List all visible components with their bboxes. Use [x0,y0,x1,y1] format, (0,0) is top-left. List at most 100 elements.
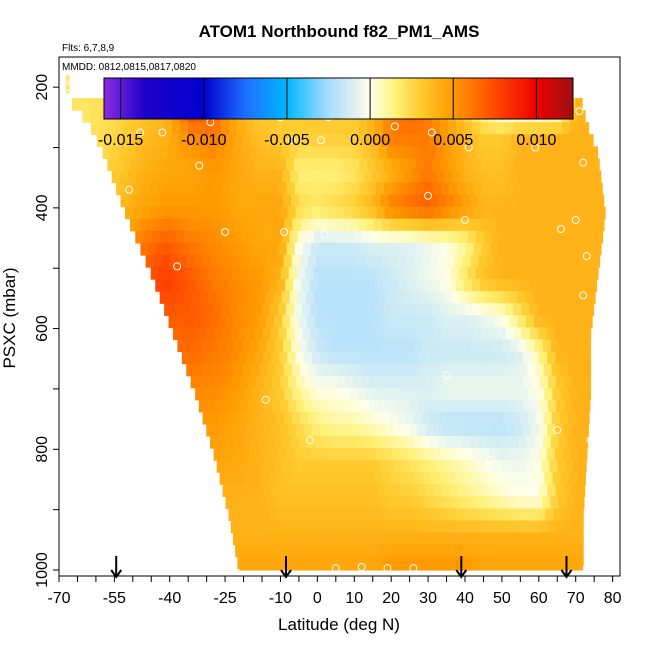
heatmap-cell [529,556,539,570]
heatmap-cell [306,496,316,510]
heatmap-cell [562,327,572,341]
heatmap-cell [364,411,374,425]
heatmap-cell [328,423,337,437]
heatmap-cell [425,351,435,365]
heatmap-cell [472,508,481,522]
heatmap-cell [380,194,390,208]
heatmap-cell [215,399,224,413]
heatmap-cell [582,170,592,184]
heatmap-cell [344,484,354,497]
heatmap-cell [150,267,160,280]
heatmap-cell [280,375,289,389]
heatmap-cell [573,230,583,244]
heatmap-cell [528,387,537,401]
heatmap-cell [552,218,562,232]
heatmap-cell [393,423,402,437]
heatmap-cell [469,496,478,510]
heatmap-cell [175,146,185,159]
heatmap-cell [305,267,314,280]
heatmap-cell [322,496,332,510]
heatmap-cell [260,279,270,292]
heatmap-cell [180,158,190,172]
heatmap-cell [189,351,199,365]
heatmap-cell [285,158,295,172]
heatmap-cell [364,194,373,208]
heatmap-cell [409,423,418,437]
heatmap-cell [173,206,183,220]
heatmap-cell [554,242,564,256]
heatmap-cell [221,242,231,256]
heatmap-cell [168,170,178,184]
heatmap-cell [588,399,591,413]
heatmap-cell [484,230,494,244]
heatmap-cell [313,291,323,304]
heatmap-cell [461,435,471,449]
heatmap-cell [498,484,508,497]
heatmap-cell [381,254,390,268]
heatmap-cell [299,134,309,147]
heatmap-cell [432,303,441,316]
heatmap-cell [190,375,200,389]
heatmap-cell [299,339,308,353]
heatmap-cell [300,544,309,558]
heatmap-cell [226,254,236,268]
heatmap-cell [346,146,356,159]
heatmap-cell [511,387,521,401]
heatmap-cell [390,279,400,292]
heatmap-cell [541,532,551,546]
heatmap-cell [473,182,483,196]
heatmap-cell [487,387,497,401]
heatmap-cell [505,448,515,461]
heatmap-cell [370,146,380,159]
heatmap-cell [212,279,221,292]
heatmap-cell [303,423,313,437]
heatmap-cell [198,206,207,220]
heatmap-cell [530,448,540,461]
heatmap-cell [234,254,244,268]
heatmap-cell [513,303,522,316]
heatmap-cell [450,399,460,413]
heatmap-cell [470,134,480,147]
heatmap-cell [588,375,592,389]
sample-point [320,231,329,240]
heatmap-cell [378,230,388,244]
heatmap-cell [259,134,268,147]
heatmap-cell [307,435,317,449]
heatmap-cell [570,448,580,461]
heatmap-cell [452,496,462,510]
heatmap-cell [410,267,420,280]
heatmap-cell [477,194,487,208]
heatmap-cell [443,291,453,304]
heatmap-cell [236,508,246,522]
heatmap-cell [170,218,180,232]
heatmap-cell [282,194,292,208]
heatmap-cell [181,351,191,365]
heatmap-cell [477,315,486,328]
heatmap-cell [490,520,500,534]
heatmap-cell [576,363,585,377]
heatmap-cell [265,146,274,159]
heatmap-cell [458,484,467,497]
heatmap-cell [529,303,539,316]
heatmap-cell [302,158,311,172]
heatmap-cell [263,375,273,389]
heatmap-cell [478,544,488,558]
heatmap-cell [546,242,556,256]
heatmap-cell [263,520,272,534]
heatmap-cell [444,532,453,546]
heatmap-cell [257,532,267,546]
heatmap-cell [505,182,515,196]
heatmap-cell [218,254,228,268]
heatmap-cell [320,568,330,571]
heatmap-cell [480,158,490,172]
heatmap-cell [328,520,337,534]
heatmap-cell [318,556,328,570]
heatmap-cell [246,327,255,341]
heatmap-cell [517,460,526,473]
heatmap-cell [555,520,565,534]
heatmap-cell [433,484,443,497]
heatmap-cell [226,435,235,449]
heatmap-cell [583,194,593,208]
heatmap-cell [124,206,134,220]
heatmap-cell [278,556,287,570]
